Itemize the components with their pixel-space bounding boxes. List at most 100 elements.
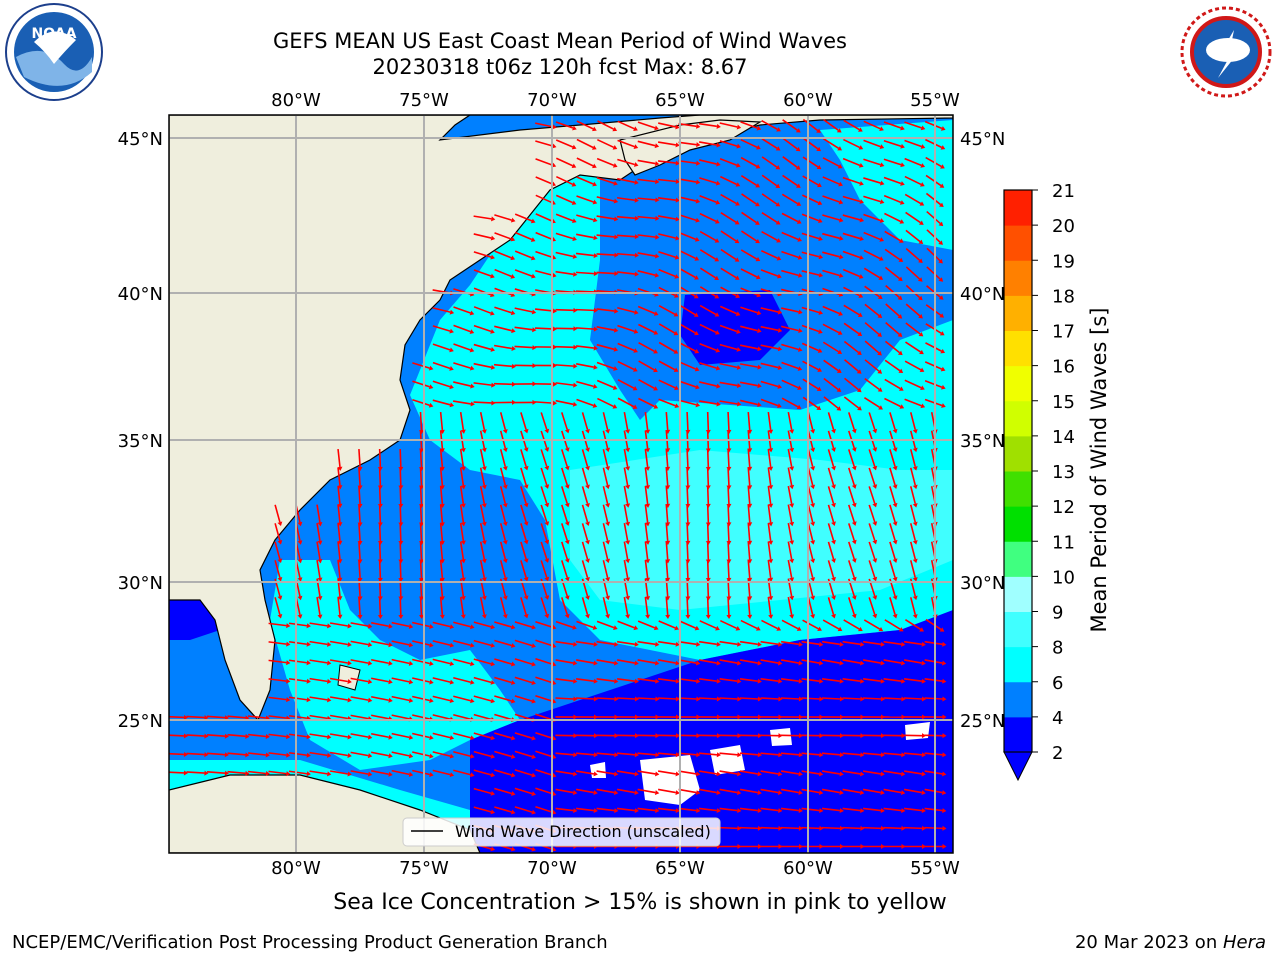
wave-arrow xyxy=(862,640,882,646)
wave-arrow xyxy=(767,504,772,523)
wave-arrow-head xyxy=(634,790,639,795)
wave-arrow xyxy=(678,399,697,406)
wave-arrow-head xyxy=(859,255,864,260)
wave-arrow-head xyxy=(819,825,824,831)
wave-arrow-head xyxy=(877,369,883,374)
wave-arrow xyxy=(678,640,697,646)
wave-arrow xyxy=(399,541,402,560)
wave-arrow-head xyxy=(810,503,816,508)
wave-arrow xyxy=(909,523,917,541)
wave-arrow xyxy=(842,807,861,812)
wave-arrow xyxy=(665,504,669,523)
wave-arrow xyxy=(719,640,738,646)
wave-arrow-head xyxy=(860,641,865,647)
wave-arrow-head xyxy=(900,660,906,666)
wave-arrow-head xyxy=(777,771,783,777)
wave-arrow-head xyxy=(816,164,822,170)
wave-arrow-head xyxy=(571,182,577,187)
wave-arrow-head xyxy=(839,641,844,647)
wave-arrow-head xyxy=(654,291,659,297)
wave-arrow xyxy=(493,382,513,386)
wave-arrow xyxy=(686,448,689,468)
wave-arrow xyxy=(925,342,942,352)
wave-arrow-head xyxy=(880,825,885,831)
wave-arrow xyxy=(459,596,465,616)
wave-arrow xyxy=(616,196,636,202)
wave-arrow xyxy=(904,121,922,129)
wave-arrow-head xyxy=(572,254,578,259)
wave-arrow-head xyxy=(919,220,924,225)
wave-arrow xyxy=(616,252,636,257)
wave-arrow-head xyxy=(449,642,455,648)
wave-arrow xyxy=(514,732,533,739)
wave-arrow-head xyxy=(757,696,762,702)
wave-arrow-head xyxy=(297,540,303,545)
wave-arrow xyxy=(288,677,308,683)
wave-arrow xyxy=(432,640,451,646)
wave-arrow-head xyxy=(901,825,906,831)
wave-arrow-head xyxy=(564,502,570,508)
wave-arrow xyxy=(378,559,382,579)
wave-arrow-head xyxy=(634,271,639,277)
wave-arrow xyxy=(801,213,820,222)
wave-arrow-head xyxy=(941,660,947,666)
wave-arrow xyxy=(596,697,615,700)
wave-arrow-head xyxy=(460,429,466,434)
wave-arrow-head xyxy=(838,217,844,223)
wave-arrow xyxy=(889,504,896,523)
wave-arrow-head xyxy=(901,844,906,850)
wave-arrow xyxy=(412,658,430,665)
wave-arrow-head xyxy=(880,660,885,666)
wave-arrow xyxy=(883,176,902,185)
wave-arrow-head xyxy=(818,660,824,666)
wave-arrow-head xyxy=(878,626,884,632)
wave-arrow xyxy=(540,449,548,467)
wave-arrow-head xyxy=(673,312,679,317)
wave-arrow-head xyxy=(674,403,680,409)
wave-arrow-head xyxy=(819,678,824,684)
wave-arrow-head xyxy=(572,771,578,777)
colorbar-tick-label: 4 xyxy=(1052,708,1063,729)
wave-arrow xyxy=(499,412,507,430)
wave-arrow xyxy=(596,361,615,370)
lon-tick-top: 80°W xyxy=(271,90,321,111)
wave-arrow xyxy=(494,750,512,758)
wave-arrow-head xyxy=(532,363,537,369)
wave-arrow xyxy=(616,659,636,664)
wave-arrow xyxy=(822,619,840,630)
wave-arrow-head xyxy=(755,626,761,631)
wave-arrow-head xyxy=(715,180,721,186)
wave-arrow-head xyxy=(481,521,487,527)
wave-arrow xyxy=(843,304,860,316)
wave-arrow xyxy=(760,307,779,313)
wave-arrow xyxy=(679,323,696,334)
wave-arrow-head xyxy=(857,312,863,317)
wave-arrow xyxy=(658,341,676,353)
wave-arrow xyxy=(623,467,629,486)
wave-arrow xyxy=(719,770,738,775)
wave-arrow xyxy=(329,770,349,775)
wave-arrow-head xyxy=(736,401,742,407)
colorbar-tick-label: 17 xyxy=(1052,322,1075,343)
wave-arrow-head xyxy=(265,770,270,776)
wave-arrow-head xyxy=(768,503,774,508)
wave-arrow xyxy=(499,486,507,504)
wave-arrow-head xyxy=(705,614,711,619)
wave-arrow-head xyxy=(694,256,700,261)
wave-arrow xyxy=(288,622,308,627)
colorbar-tick-label: 10 xyxy=(1052,567,1075,588)
wave-arrow xyxy=(699,267,717,279)
wave-arrow xyxy=(479,467,486,486)
wave-arrow xyxy=(535,122,553,128)
wave-arrow xyxy=(699,304,717,316)
wave-arrow-head xyxy=(715,199,721,205)
wave-arrow xyxy=(637,807,656,812)
wave-arrow xyxy=(767,485,772,505)
wave-arrow-head xyxy=(585,613,590,619)
wave-arrow xyxy=(864,322,880,335)
wave-arrow xyxy=(761,119,778,131)
wave-arrow-head xyxy=(532,345,537,351)
wave-arrow-head xyxy=(531,273,536,279)
map-title: GEFS MEAN US East Coast Mean Period of W… xyxy=(273,29,847,53)
wave-arrow-head xyxy=(593,790,598,795)
